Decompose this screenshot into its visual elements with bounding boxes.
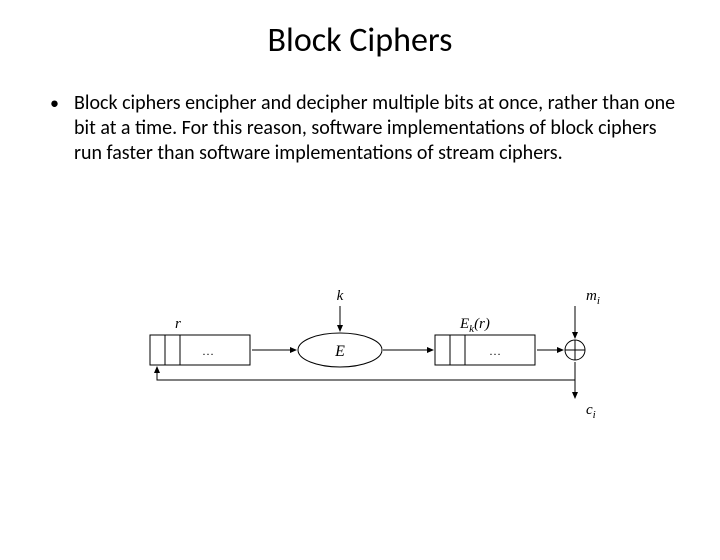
register-r: …	[150, 335, 250, 365]
k-label: k	[337, 288, 344, 304]
slide-body: • Block ciphers encipher and decipher mu…	[0, 91, 720, 166]
dots-label: …	[202, 344, 214, 358]
slide-title: Block Ciphers	[0, 20, 720, 61]
xor-node	[565, 340, 585, 360]
mi-label: mi	[586, 288, 600, 307]
ekr-label: Ek(r)	[459, 316, 490, 335]
bullet-marker: •	[50, 91, 74, 115]
e-block: E	[298, 333, 382, 367]
cipher-diagram: … r E k … Ek(r)	[140, 280, 620, 440]
register-ekr: …	[435, 335, 535, 365]
dots-label-2: …	[489, 344, 501, 358]
bullet-item: • Block ciphers encipher and decipher mu…	[50, 91, 680, 166]
r-label: r	[175, 316, 181, 332]
e-label: E	[334, 343, 345, 360]
slide: Block Ciphers • Block ciphers encipher a…	[0, 20, 720, 560]
bullet-text: Block ciphers encipher and decipher mult…	[74, 91, 680, 166]
ci-label: ci	[586, 402, 596, 421]
feedback-path	[157, 367, 575, 380]
